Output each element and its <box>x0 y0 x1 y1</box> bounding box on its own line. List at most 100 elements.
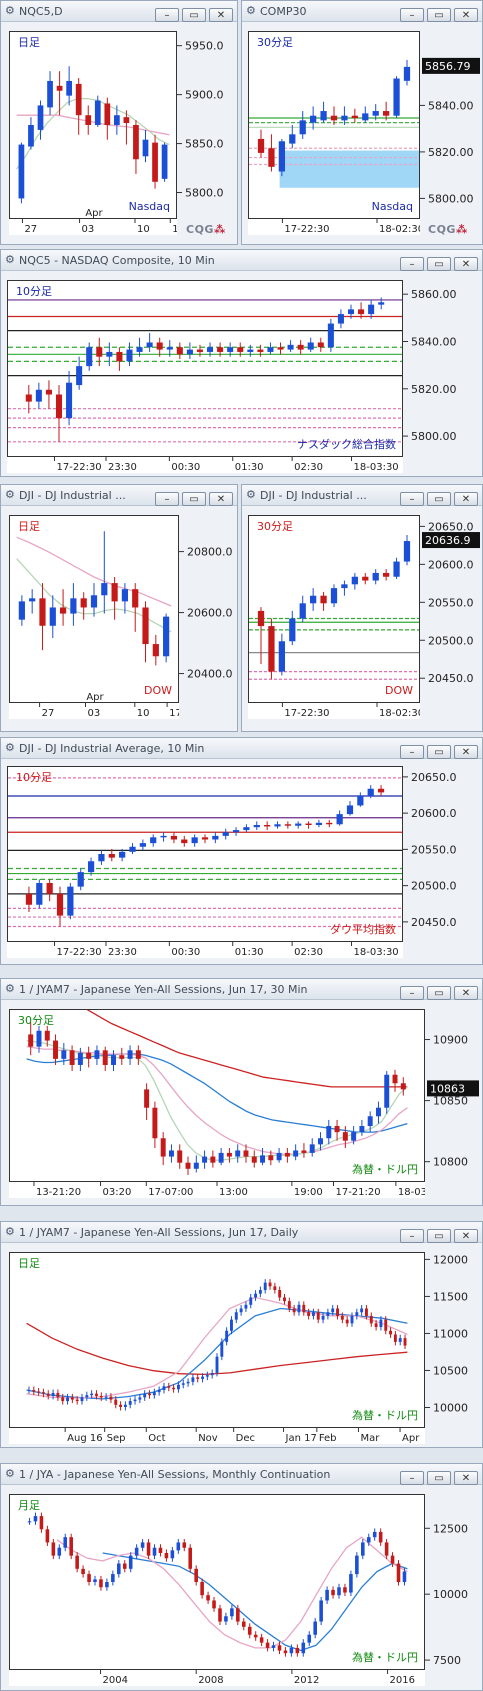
minimize-button[interactable]: – <box>155 492 179 506</box>
moving-average-line <box>86 1010 408 1088</box>
candle <box>99 1392 103 1401</box>
chart-icon: ⚙ <box>246 4 256 17</box>
window-titlebar[interactable]: ⚙ NQC5 - NASDAQ Composite, 10 Min – ▭ ✕ <box>1 250 482 271</box>
maximize-button[interactable]: ▭ <box>427 1229 451 1243</box>
minimize-button[interactable]: – <box>400 745 424 759</box>
candle <box>334 1119 340 1141</box>
y-tick-label: 10900 <box>433 1034 468 1047</box>
maximize-button[interactable]: ▭ <box>427 257 451 271</box>
candle <box>176 1381 180 1393</box>
candle <box>268 1150 274 1166</box>
plot-area[interactable]: 月足 為替・ドル円 <box>9 1494 425 1670</box>
minimize-button[interactable]: – <box>155 8 179 22</box>
candle <box>18 142 25 204</box>
candle <box>311 1308 315 1320</box>
candle <box>194 1565 198 1586</box>
window-titlebar[interactable]: ⚙ 1 / JYAM7 - Japanese Yen-All Sessions, … <box>1 979 482 1000</box>
candle <box>355 1552 359 1578</box>
candle <box>278 633 285 676</box>
candle <box>152 1101 158 1149</box>
close-button[interactable]: ✕ <box>209 8 233 22</box>
candle <box>264 821 271 831</box>
close-button[interactable]: ✕ <box>454 745 478 759</box>
close-button[interactable]: ✕ <box>454 257 478 271</box>
maximize-button[interactable]: ▭ <box>182 8 206 22</box>
plot-area[interactable]: 30分足 為替・ドル円 <box>9 1009 425 1182</box>
moving-average-line <box>26 1296 408 1399</box>
candle <box>384 1538 389 1560</box>
maximize-button[interactable]: ▭ <box>182 492 206 506</box>
x-axis: 27 03 10 17 <box>9 219 177 235</box>
candle <box>234 1308 238 1324</box>
plot-area[interactable]: 日足 Nasdaq Apr <box>9 31 177 219</box>
maximize-button[interactable]: ▭ <box>427 1471 451 1485</box>
close-button[interactable]: ✕ <box>454 1229 478 1243</box>
candle <box>134 1544 139 1560</box>
plot-area[interactable]: 日足 DOW Apr <box>9 515 179 703</box>
minimize-button[interactable]: – <box>400 1471 424 1485</box>
candle <box>186 342 193 360</box>
window-titlebar[interactable]: ⚙ 1 / JYA - Japanese Yen-All Sessions, Mo… <box>1 1464 482 1485</box>
candle <box>347 304 355 319</box>
x-tick-label: 18-02:30 <box>379 708 420 719</box>
window-titlebar[interactable]: ⚙ NQC5,D – ▭ ✕ <box>1 1 237 22</box>
window-titlebar[interactable]: ⚙ DJI - DJ Industrial ... – ▭ ✕ <box>1 485 237 506</box>
plot-area[interactable]: 30分足 Nasdaq <box>248 31 420 219</box>
close-button[interactable]: ✕ <box>454 492 478 506</box>
candle <box>55 385 63 442</box>
close-button[interactable]: ✕ <box>454 1471 478 1485</box>
candle <box>46 1390 50 1400</box>
period-label: 10分足 <box>16 285 52 298</box>
close-button[interactable]: ✕ <box>454 8 478 22</box>
x-tick-label: 10 <box>137 708 150 719</box>
close-button[interactable]: ✕ <box>454 986 478 1000</box>
candle <box>93 1575 97 1586</box>
x-axis: 17-22:30 18-02:30 <box>248 219 420 235</box>
minimize-button[interactable]: – <box>400 8 424 22</box>
candle <box>257 344 264 357</box>
candle <box>142 601 149 663</box>
minimize-button[interactable]: – <box>400 986 424 1000</box>
close-button[interactable]: ✕ <box>209 492 233 506</box>
candle <box>85 1391 89 1401</box>
candle <box>140 1538 145 1552</box>
x-tick-label: 17 <box>169 708 179 719</box>
maximize-button[interactable]: ▭ <box>427 492 451 506</box>
minimize-button[interactable]: – <box>400 1229 424 1243</box>
plot-area[interactable]: 30分足 DOW <box>248 515 420 703</box>
window-titlebar[interactable]: ⚙ DJI - DJ Industrial Average, 10 Min – ▭ ✕ <box>1 738 482 759</box>
candle <box>277 342 284 355</box>
maximize-button[interactable]: ▭ <box>427 8 451 22</box>
window-title: NQC5 - NASDAQ Composite, 10 Min <box>19 254 215 267</box>
candle <box>257 607 265 665</box>
minimize-button[interactable]: – <box>400 492 424 506</box>
x-tick-label: 23:30 <box>108 462 137 473</box>
candle <box>378 297 385 310</box>
maximize-button[interactable]: ▭ <box>427 745 451 759</box>
candle <box>301 1143 307 1158</box>
plot-area[interactable]: 10分足 ダウ平均指数 <box>7 766 403 942</box>
window-titlebar[interactable]: ⚙ COMP30 – ▭ ✕ <box>242 1 482 22</box>
candle <box>37 1387 41 1396</box>
window-titlebar[interactable]: ⚙ DJI - DJ Industrial ... – ▭ ✕ <box>242 485 482 506</box>
plot-area[interactable]: 10分足 ナスダック総合指数 <box>7 280 403 457</box>
candle <box>132 583 139 632</box>
candle <box>99 1575 103 1591</box>
chart-window-jyam7-30min: ⚙ 1 / JYAM7 - Japanese Yen-All Sessions, … <box>0 978 483 1206</box>
minimize-button[interactable]: – <box>400 257 424 271</box>
candle <box>359 1119 365 1136</box>
candle <box>181 835 188 847</box>
maximize-button[interactable]: ▭ <box>427 986 451 1000</box>
candle <box>337 1583 341 1599</box>
candle <box>51 1389 55 1400</box>
window-title: DJI - DJ Industrial ... <box>19 489 126 502</box>
chart-icon: ⚙ <box>5 4 15 17</box>
plot-area[interactable]: 日足 為替・ドル円 <box>9 1252 425 1428</box>
candle <box>90 1390 94 1399</box>
candle <box>336 810 343 826</box>
instrument-tag: 為替・ドル円 <box>352 1408 418 1422</box>
y-tick-label: 5850.0 <box>185 138 224 151</box>
window-titlebar[interactable]: ⚙ 1 / JYAM7 - Japanese Yen-All Sessions, … <box>1 1222 482 1243</box>
